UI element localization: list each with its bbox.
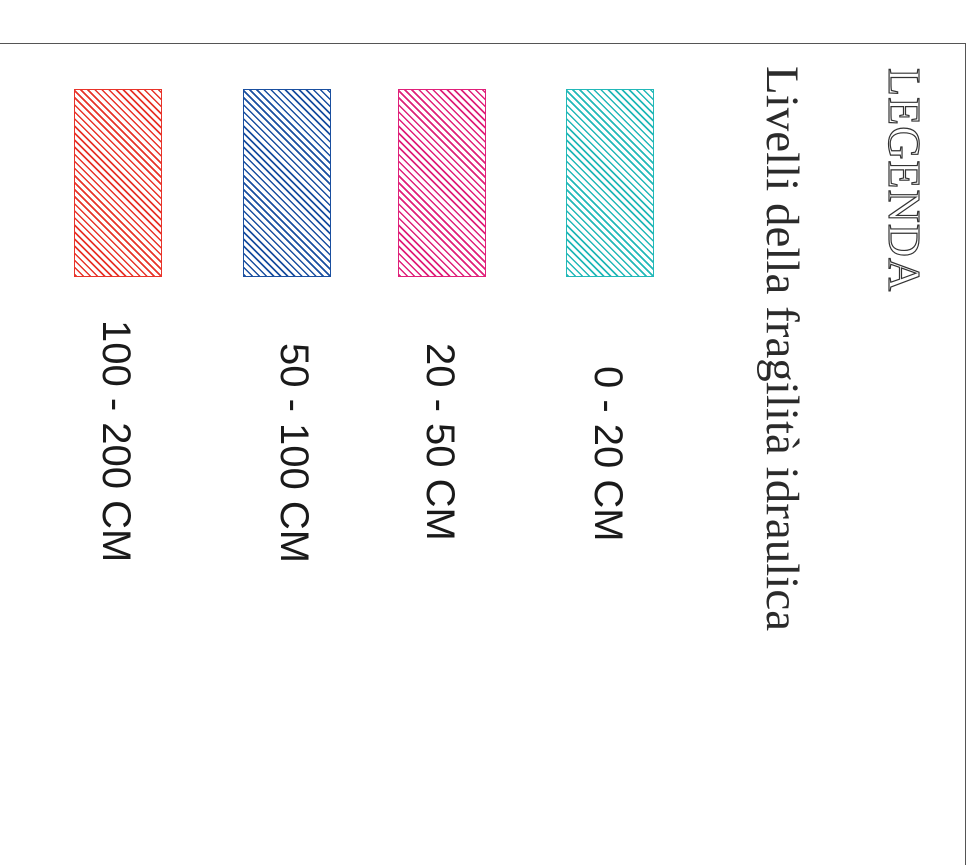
- legend-label-20-50cm: 20 - 50 CM: [418, 343, 462, 541]
- legend-title: LEGENDA: [878, 67, 930, 293]
- legend-label-0-20cm: 0 - 20 CM: [586, 366, 630, 542]
- legend-swatch-0-20cm: [566, 89, 654, 277]
- legend-label-50-100cm: 50 - 100 CM: [272, 343, 316, 564]
- legend-frame: [0, 43, 966, 865]
- legend-swatch-20-50cm: [398, 89, 486, 277]
- legend-swatch-100-200cm: [74, 89, 162, 277]
- legend-label-100-200cm: 100 - 200 CM: [94, 320, 138, 563]
- legend-subtitle: Livelli della fragilità idraulica: [756, 66, 808, 632]
- legend-swatch-50-100cm: [243, 89, 331, 277]
